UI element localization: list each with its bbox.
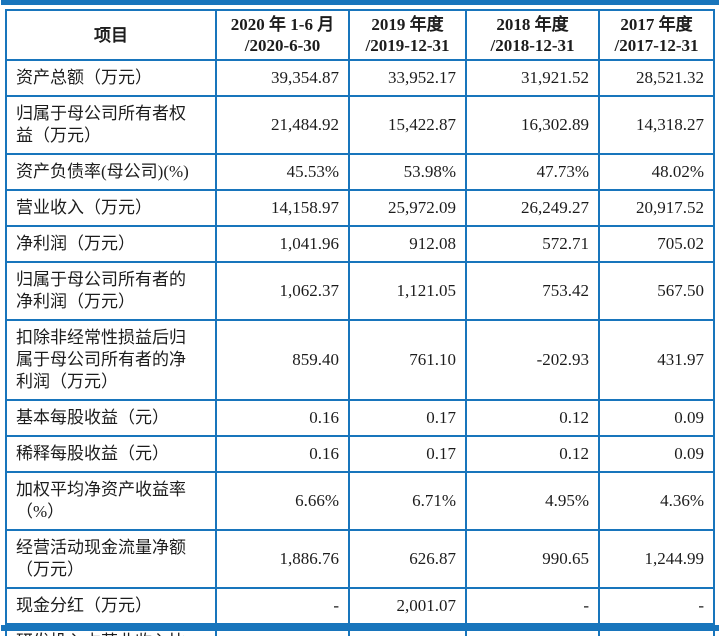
cell-value: 761.10 <box>348 319 467 401</box>
cell-value: 53.98% <box>348 153 467 191</box>
cell-value: 47.73% <box>465 153 600 191</box>
table-row: 净利润（万元） 1,041.96 912.08 572.71 705.02 <box>5 225 715 263</box>
column-header-period-2017: 2017 年度 /2017-12-31 <box>598 9 715 61</box>
cell-value: 4.36% <box>598 471 715 531</box>
table-row: 资产总额（万元） 39,354.87 33,952.17 31,921.52 28,52… <box>5 59 715 97</box>
cell-value: -202.93 <box>465 319 600 401</box>
cell-value: 0.17 <box>348 399 467 437</box>
table-row: 稀释每股收益（元） 0.16 0.17 0.12 0.09 <box>5 435 715 473</box>
period-line2: /2019-12-31 <box>365 36 450 55</box>
table-row: 现金分红（万元） -2,001.07- - <box>5 587 715 625</box>
row-label: 加权平均净资产收益率（%） <box>5 471 217 531</box>
period-line1: 2018 年度 <box>496 15 569 34</box>
row-label: 现金分红（万元） <box>5 587 217 625</box>
table-row: 营业收入（万元） 14,158.97 25,972.09 26,249.27 20,91… <box>5 189 715 227</box>
cell-value: - <box>465 587 600 625</box>
cell-value: 31,921.52 <box>465 59 600 97</box>
row-label: 基本每股收益（元） <box>5 399 217 437</box>
cell-value: 753.42 <box>465 261 600 321</box>
cell-value: 705.02 <box>598 225 715 263</box>
cell-value: 572.71 <box>465 225 600 263</box>
cell-value: 0.16 <box>215 399 350 437</box>
cell-value: 1,062.37 <box>215 261 350 321</box>
cell-value: 33,952.17 <box>348 59 467 97</box>
table-row: 加权平均净资产收益率（%） 6.66% 6.71% 4.95% 4.36% <box>5 471 715 531</box>
cell-value: 20,917.52 <box>598 189 715 227</box>
row-label: 资产总额（万元） <box>5 59 217 97</box>
cell-value: 0.17 <box>348 435 467 473</box>
cell-value: 0.09 <box>598 435 715 473</box>
row-label: 资产负债率(母公司)(%) <box>5 153 217 191</box>
cell-value: 48.02% <box>598 153 715 191</box>
cell-value: 0.16 <box>215 435 350 473</box>
cell-value: 25,972.09 <box>348 189 467 227</box>
cell-value: 431.97 <box>598 319 715 401</box>
column-header-period-2018: 2018 年度 /2018-12-31 <box>465 9 600 61</box>
table-row: 归属于母公司所有者权益（万元） 21,484.92 15,422.87 16,302.… <box>5 95 715 155</box>
table-body: 资产总额（万元） 39,354.87 33,952.17 31,921.52 28,52… <box>5 59 715 636</box>
financial-summary-table: 项目 2020 年 1-6 月 /2020-6-30 2019 年度 /2019… <box>5 9 715 636</box>
table-row: 扣除非经常性损益后归属于母公司所有者的净利润（万元） 859.40 761.10 -2… <box>5 319 715 401</box>
period-line2: /2017-12-31 <box>614 36 699 55</box>
cell-value: - <box>598 587 715 625</box>
cell-value: 1,244.99 <box>598 529 715 589</box>
cell-value: 15,422.87 <box>348 95 467 155</box>
cell-value: 14,158.97 <box>215 189 350 227</box>
row-label: 净利润（万元） <box>5 225 217 263</box>
cell-value: 21,484.92 <box>215 95 350 155</box>
row-label: 归属于母公司所有者权益（万元） <box>5 95 217 155</box>
cell-value: 1,041.96 <box>215 225 350 263</box>
column-header-period-2020: 2020 年 1-6 月 /2020-6-30 <box>215 9 350 61</box>
cell-value: 990.65 <box>465 529 600 589</box>
cell-value: 14,318.27 <box>598 95 715 155</box>
cell-value: 26,249.27 <box>465 189 600 227</box>
cell-value: 0.12 <box>465 435 600 473</box>
cell-value: 626.87 <box>348 529 467 589</box>
cell-value: 45.53% <box>215 153 350 191</box>
cell-value: 4.95% <box>465 471 600 531</box>
cell-value: 567.50 <box>598 261 715 321</box>
cell-value: 859.40 <box>215 319 350 401</box>
table-header-row: 项目 2020 年 1-6 月 /2020-6-30 2019 年度 /2019… <box>5 9 715 61</box>
table-row: 归属于母公司所有者的净利润（万元） 1,062.37 1,121.05 753.42 5… <box>5 261 715 321</box>
cell-value: 28,521.32 <box>598 59 715 97</box>
period-line1: 2019 年度 <box>371 15 444 34</box>
row-label: 营业收入（万元） <box>5 189 217 227</box>
column-header-period-2019: 2019 年度 /2019-12-31 <box>348 9 467 61</box>
period-line1: 2020 年 1-6 月 <box>230 15 335 34</box>
cell-value: - <box>215 587 350 625</box>
bottom-rule-line <box>1 625 719 631</box>
cell-value: 0.09 <box>598 399 715 437</box>
period-line2: /2020-6-30 <box>244 36 321 55</box>
row-label: 归属于母公司所有者的净利润（万元） <box>5 261 217 321</box>
table-row: 经营活动现金流量净额（万元） 1,886.76 626.87 990.65 1,244.… <box>5 529 715 589</box>
cell-value: 6.71% <box>348 471 467 531</box>
row-label: 稀释每股收益（元） <box>5 435 217 473</box>
table-row: 基本每股收益（元） 0.16 0.17 0.12 0.09 <box>5 399 715 437</box>
cell-value: 2,001.07 <box>348 587 467 625</box>
row-label: 经营活动现金流量净额（万元） <box>5 529 217 589</box>
cell-value: 16,302.89 <box>465 95 600 155</box>
cell-value: 0.12 <box>465 399 600 437</box>
column-header-item: 项目 <box>5 9 217 61</box>
cell-value: 39,354.87 <box>215 59 350 97</box>
cell-value: 1,121.05 <box>348 261 467 321</box>
cell-value: 1,886.76 <box>215 529 350 589</box>
row-label: 扣除非经常性损益后归属于母公司所有者的净利润（万元） <box>5 319 217 401</box>
table-row: 资产负债率(母公司)(%) 45.53% 53.98% 47.73% 48.02% <box>5 153 715 191</box>
period-line1: 2017 年度 <box>620 15 693 34</box>
cell-value: 6.66% <box>215 471 350 531</box>
top-rule-line <box>1 0 719 5</box>
period-line2: /2018-12-31 <box>490 36 575 55</box>
cell-value: 912.08 <box>348 225 467 263</box>
